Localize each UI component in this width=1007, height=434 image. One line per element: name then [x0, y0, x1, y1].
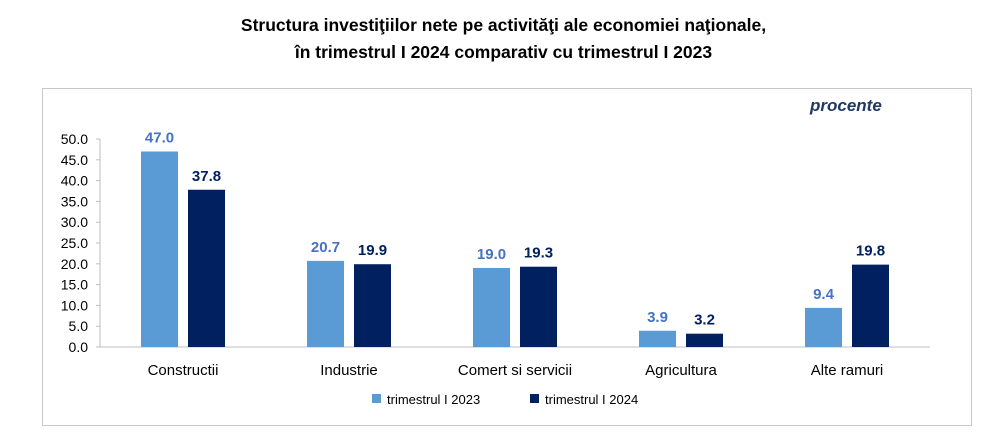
bar-series1: [307, 260, 344, 347]
y-tick-label: 0.0: [69, 339, 89, 355]
bar-series1: [141, 151, 178, 347]
y-tick-label: 10.0: [61, 297, 88, 313]
chart-title: Structura investiţiilor nete pe activită…: [0, 12, 1007, 66]
bar-series1: [473, 267, 510, 347]
bar-series2: [852, 264, 889, 347]
x-category-label: Industrie: [320, 362, 378, 379]
data-label: 19.9: [358, 242, 387, 259]
bar-series2: [686, 333, 723, 347]
y-tick-label: 40.0: [61, 173, 88, 189]
x-category-label: Alte ramuri: [811, 362, 884, 379]
y-tick-label: 45.0: [61, 152, 88, 168]
y-tick-label: 20.0: [61, 256, 88, 272]
data-label: 3.9: [647, 309, 668, 326]
y-tick-label: 15.0: [61, 277, 88, 293]
bar-series2: [188, 189, 225, 347]
data-label: 19.3: [524, 245, 553, 262]
data-label: 9.4: [813, 286, 835, 303]
data-label: 19.0: [477, 246, 506, 263]
legend-swatch: [372, 394, 381, 403]
y-tick-label: 5.0: [69, 318, 89, 334]
bar-series1: [805, 307, 842, 347]
legend-swatch: [530, 394, 539, 403]
bar-series1: [639, 330, 676, 347]
y-tick-label: 35.0: [61, 193, 88, 209]
data-label: 47.0: [145, 129, 174, 146]
data-label: 19.8: [856, 243, 885, 260]
chart-frame: [42, 88, 972, 426]
y-tick-label: 25.0: [61, 235, 88, 251]
legend-label: trimestrul I 2024: [545, 392, 638, 407]
legend-label: trimestrul I 2023: [387, 392, 480, 407]
x-category-label: Constructii: [148, 362, 219, 379]
chart-title-line1: Structura investiţiilor nete pe activită…: [240, 15, 767, 35]
data-label: 3.2: [694, 312, 715, 329]
x-category-label: Agricultura: [645, 362, 717, 379]
y-tick-label: 30.0: [61, 214, 88, 230]
x-category-label: Comert si servicii: [458, 362, 572, 379]
data-label: 37.8: [192, 168, 221, 185]
bar-series2: [354, 264, 391, 347]
unit-label: procente: [810, 96, 882, 115]
chart-title-line2: în trimestrul I 2024 comparativ cu trime…: [294, 42, 713, 62]
bar-series2: [520, 266, 557, 347]
y-tick-label: 50.0: [61, 131, 88, 147]
data-label: 20.7: [311, 239, 340, 256]
